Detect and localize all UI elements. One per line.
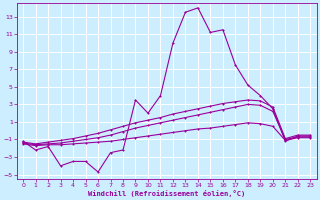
X-axis label: Windchill (Refroidissement éolien,°C): Windchill (Refroidissement éolien,°C): [88, 190, 245, 197]
